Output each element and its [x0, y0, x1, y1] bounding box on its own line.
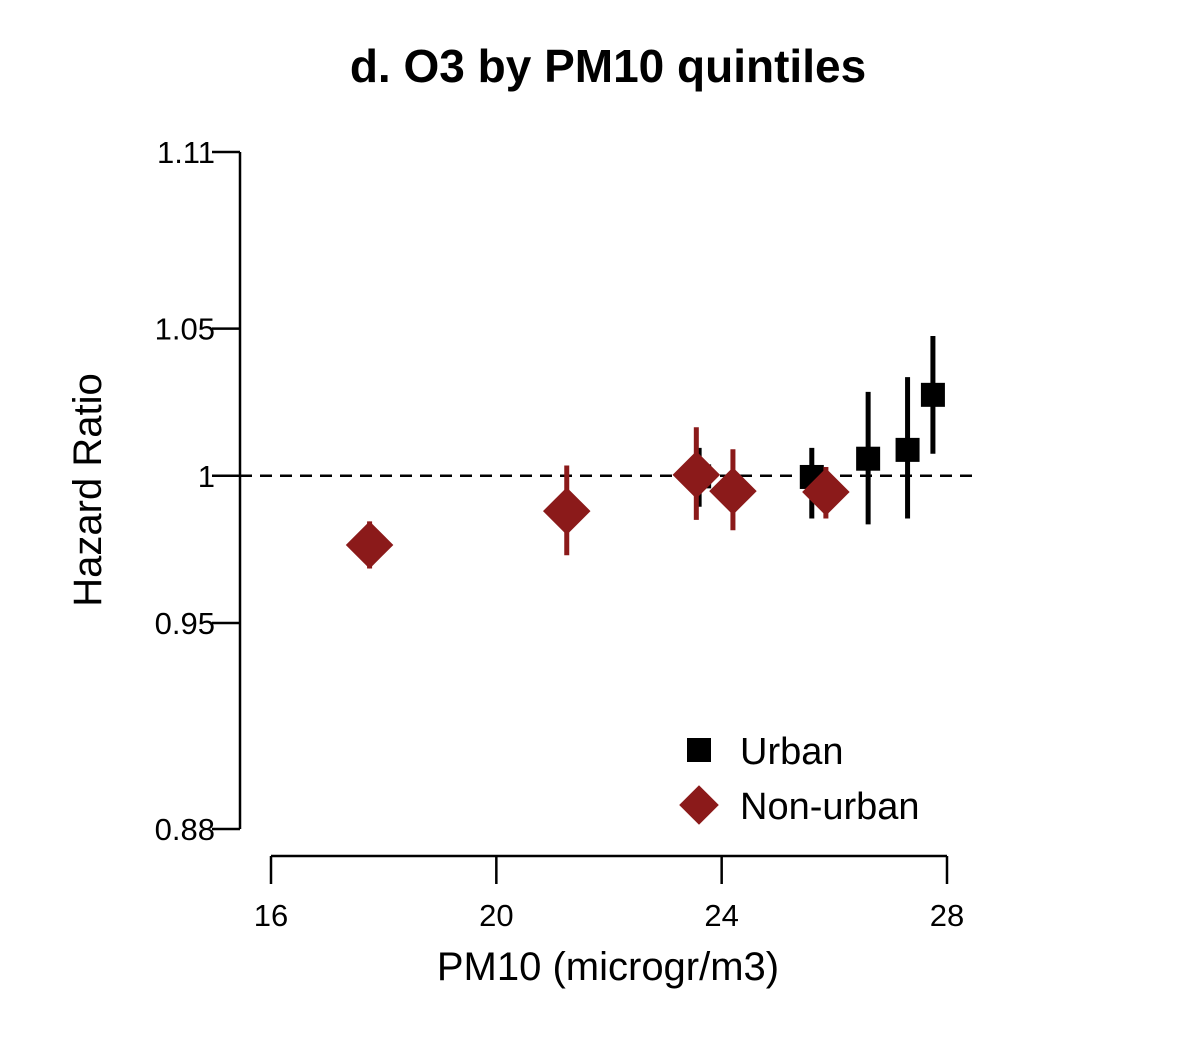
legend-marker-urban: [687, 738, 711, 762]
non-urban-point: [709, 467, 757, 515]
x-axis: 16 20 24 28: [254, 854, 964, 933]
y-tick-label: 1.11: [157, 135, 215, 170]
urban-point: [895, 437, 920, 462]
x-tick-label: 28: [930, 898, 964, 933]
y-tick-label: 0.95: [155, 606, 215, 641]
non-urban-point: [542, 487, 591, 535]
legend: Urban Non-urban: [679, 731, 920, 828]
legend-label-urban: Urban: [740, 731, 844, 773]
x-axis-label: PM10 (microgr/m3): [437, 945, 779, 989]
x-tick-label: 20: [479, 898, 513, 933]
x-tick-label: 24: [704, 898, 738, 933]
y-tick-label: 0.88: [155, 812, 215, 847]
x-tick-label: 16: [254, 898, 288, 933]
plot-area: [345, 335, 945, 569]
non-urban-point: [802, 468, 850, 516]
y-tick-label: 1: [198, 459, 215, 494]
chart-title: d. O3 by PM10 quintiles: [350, 40, 866, 92]
y-tick-label: 1.05: [155, 312, 215, 347]
y-axis: 0.88 0.95 1 1.05 1.11: [155, 135, 242, 847]
non-urban-point: [345, 521, 394, 569]
legend-label-non-urban: Non-urban: [740, 786, 920, 828]
y-axis-label: Hazard Ratio: [66, 373, 110, 606]
series-non-urban: [345, 427, 850, 569]
urban-point: [920, 382, 945, 407]
urban-point: [856, 446, 881, 471]
legend-marker-non-urban: [679, 785, 719, 825]
non-urban-point: [672, 451, 721, 499]
